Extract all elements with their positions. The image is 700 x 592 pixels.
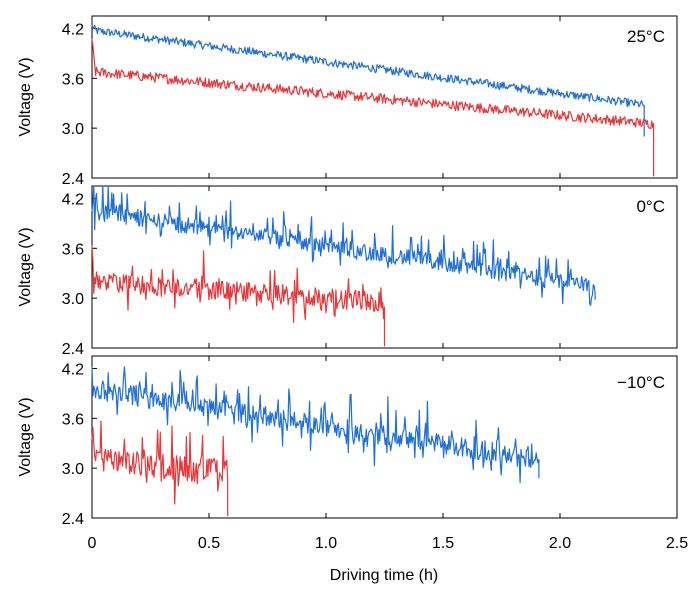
series-line-blue	[91, 366, 540, 484]
y-tick-label: 3.6	[62, 241, 84, 258]
series-line-blue	[91, 24, 645, 137]
x-axis-label: Driving time (h)	[330, 567, 438, 584]
y-tick-label: 4.2	[62, 361, 84, 378]
x-tick-label: 1.0	[315, 535, 337, 552]
y-tick-label: 3.6	[62, 411, 84, 428]
series-line-red	[91, 244, 386, 347]
series-line-red	[91, 38, 655, 177]
grid-ticks: 2.4 3.0 3.6 4.2	[62, 186, 678, 358]
y-axis-label: Voltage (V)	[17, 57, 34, 136]
panel-25c: 2.4 3.0 3.6 4.2 25°C Voltage (V)	[17, 15, 678, 188]
x-tick-labels: 0 0.5 1.0 1.5 2.0 2.5	[88, 535, 689, 552]
series-red	[91, 38, 655, 177]
series-red	[91, 420, 229, 517]
y-tick-label: 2.4	[62, 171, 84, 188]
y-tick-label: 3.0	[62, 461, 84, 478]
panel-label: 0°C	[636, 197, 665, 216]
y-tick-label: 3.0	[62, 121, 84, 138]
x-tick-label: 2.0	[549, 535, 571, 552]
x-tick-label: 1.5	[432, 535, 454, 552]
y-axis-label: Voltage (V)	[17, 397, 34, 476]
panel-minus10c: 2.4 3.0 3.6 4.2 −10°C Voltage (V)	[17, 355, 678, 528]
y-tick-label: 2.4	[62, 511, 84, 528]
plot-frame	[91, 15, 678, 179]
plot-frame	[91, 185, 678, 349]
y-tick-label: 4.2	[62, 191, 84, 208]
series-blue	[91, 24, 645, 137]
series-red	[91, 244, 386, 347]
y-tick-label: 3.6	[62, 71, 84, 88]
series-line-red	[91, 420, 229, 517]
panel-label: −10°C	[617, 373, 665, 392]
x-tick-label: 2.5	[666, 535, 688, 552]
y-tick-label: 3.0	[62, 291, 84, 308]
y-axis-label: Voltage (V)	[17, 227, 34, 306]
panel-label: 25°C	[627, 27, 665, 46]
y-tick-label: 2.4	[62, 341, 84, 358]
y-tick-label: 4.2	[62, 21, 84, 38]
series-line-blue	[91, 185, 596, 306]
series-blue	[91, 185, 596, 306]
grid-ticks: 2.4 3.0 3.6 4.2	[62, 16, 678, 188]
grid-ticks: 2.4 3.0 3.6 4.2	[62, 356, 678, 528]
x-tick-label: 0	[88, 535, 97, 552]
x-tick-label: 0.5	[198, 535, 220, 552]
panel-0c: 2.4 3.0 3.6 4.2 0°C Voltage (V)	[17, 185, 678, 358]
series-blue	[91, 366, 540, 484]
